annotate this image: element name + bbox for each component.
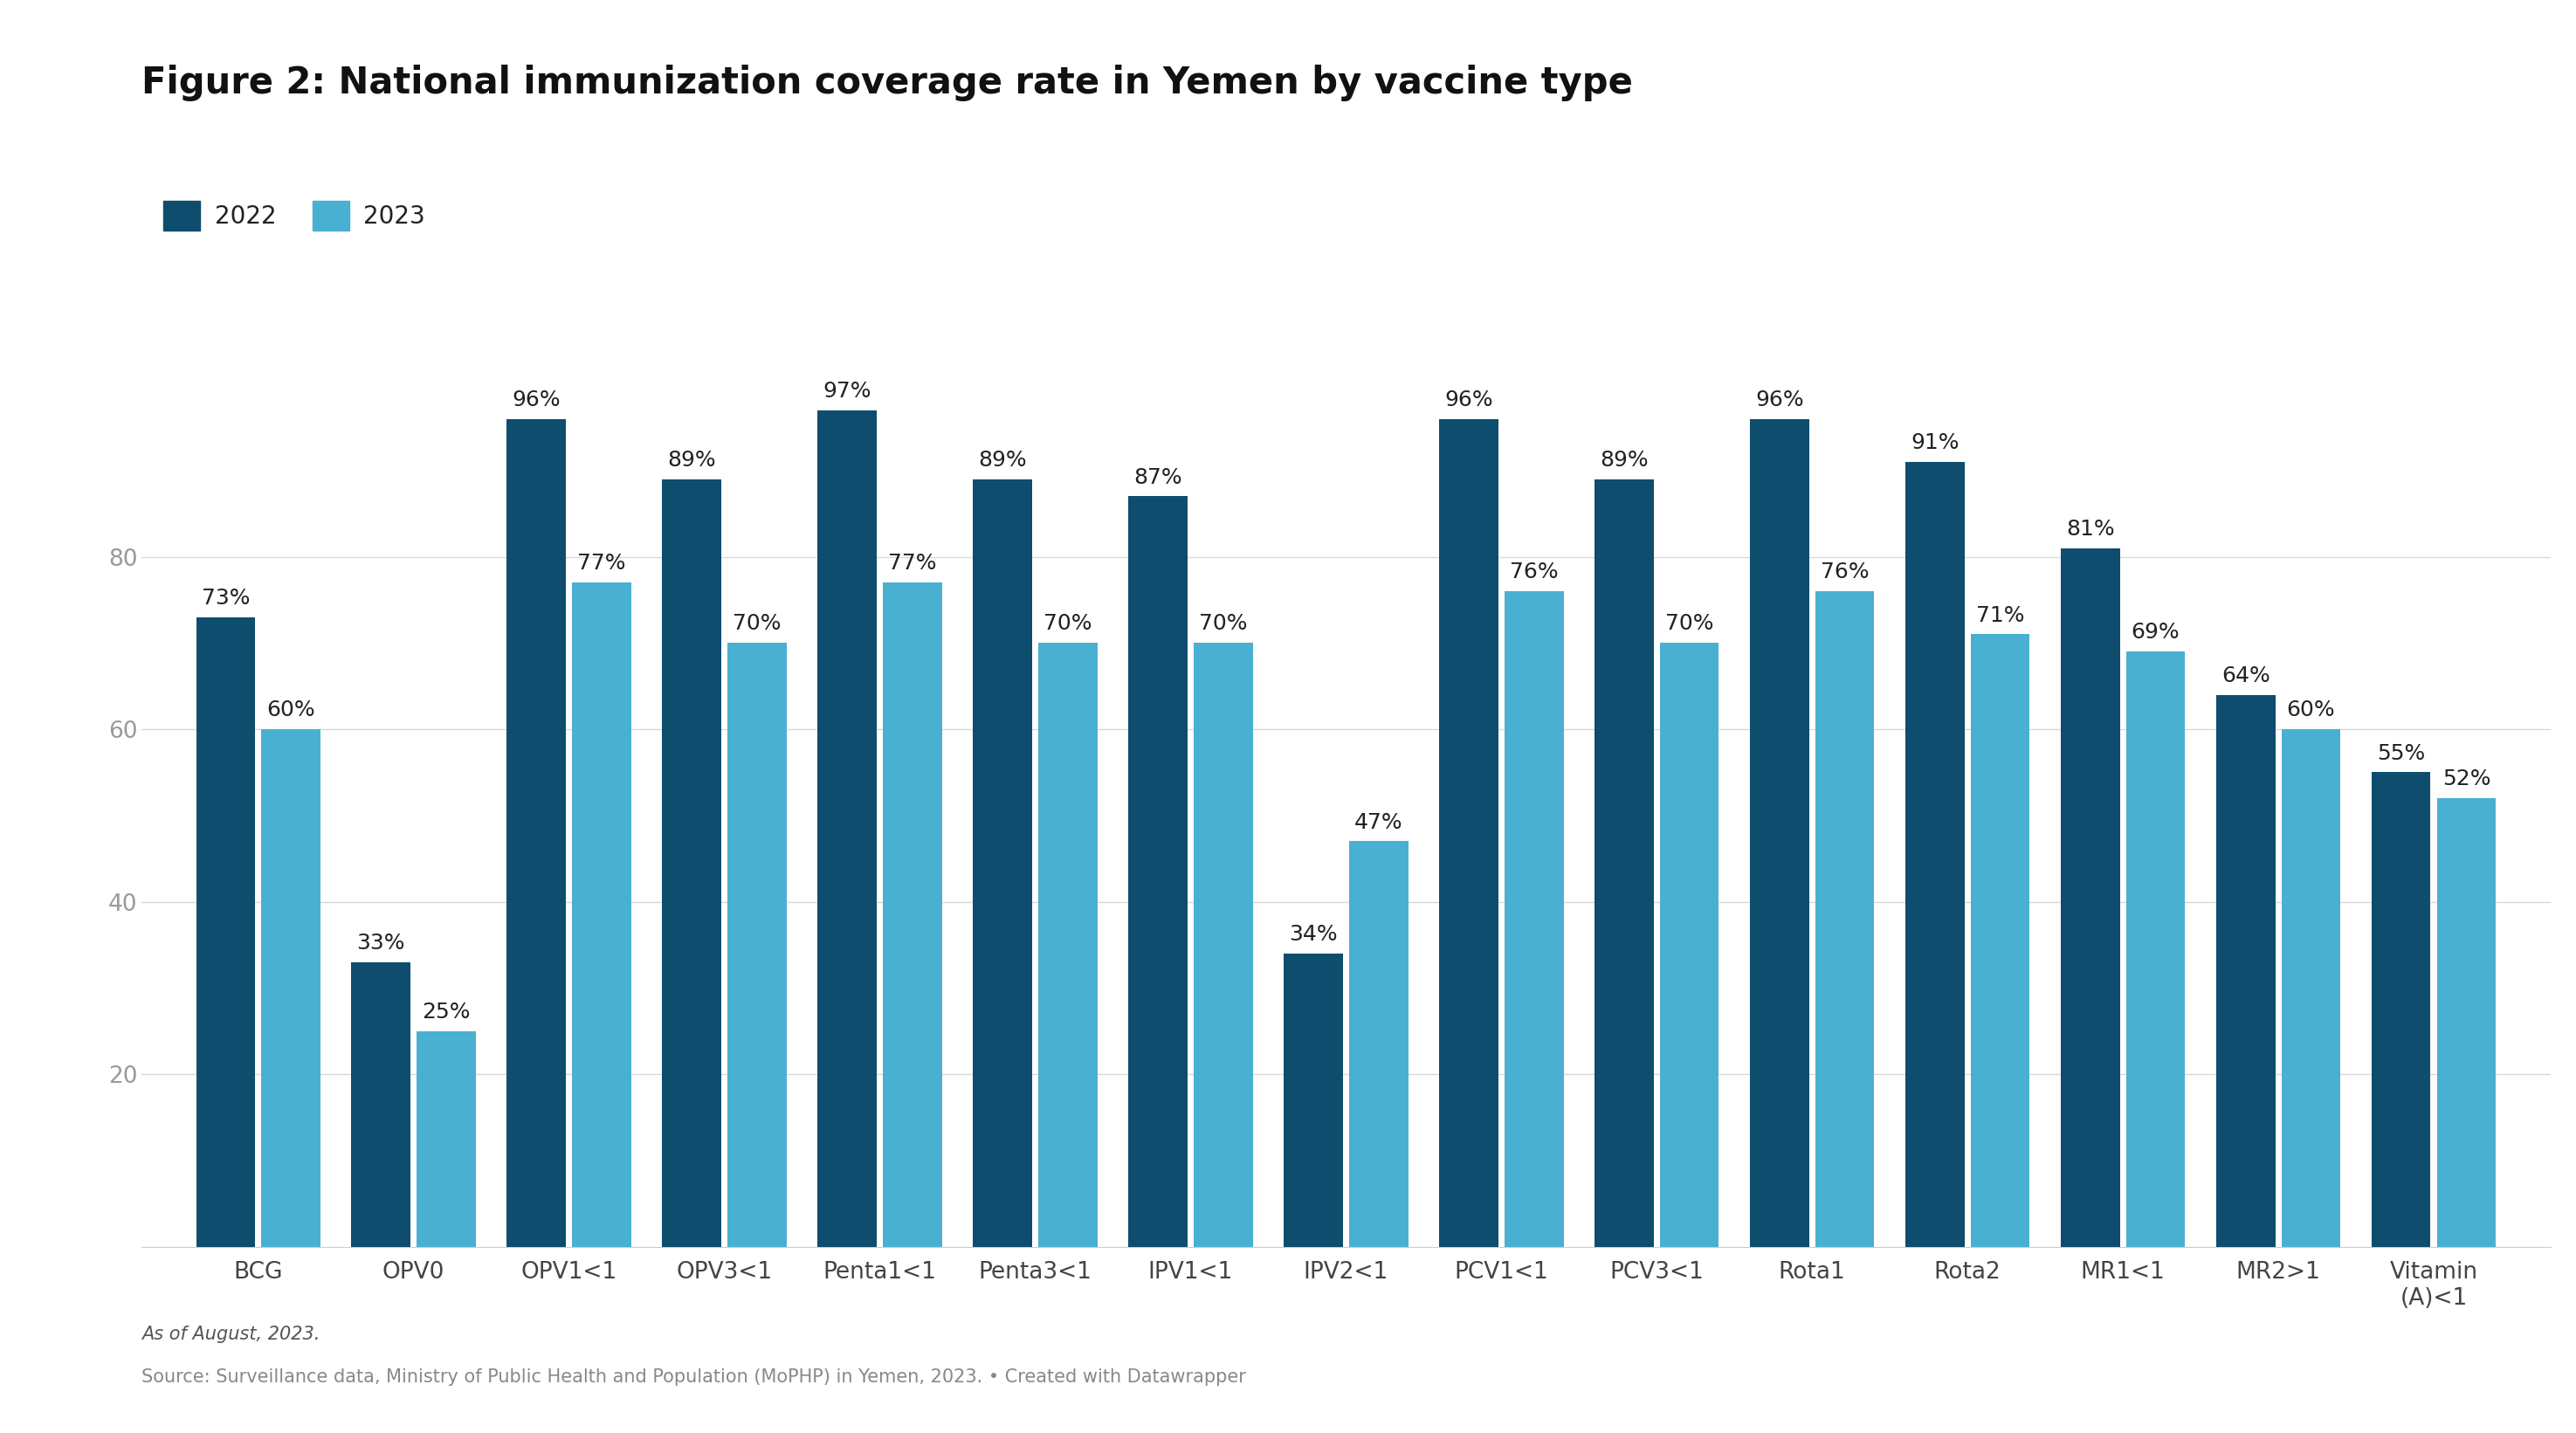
Text: 47%: 47% bbox=[1355, 811, 1404, 833]
Text: 96%: 96% bbox=[1445, 390, 1494, 410]
Bar bbox=[417, 1032, 477, 1247]
Bar bbox=[572, 583, 631, 1247]
Text: 70%: 70% bbox=[1198, 613, 1247, 635]
Bar bbox=[1749, 418, 1808, 1247]
Text: 77%: 77% bbox=[577, 553, 626, 575]
Bar bbox=[2125, 652, 2184, 1247]
Bar bbox=[1659, 643, 1718, 1247]
Bar bbox=[974, 479, 1033, 1247]
Bar bbox=[1971, 635, 2030, 1247]
Bar bbox=[260, 729, 319, 1247]
Text: 91%: 91% bbox=[1911, 433, 1960, 453]
Text: 55%: 55% bbox=[2378, 742, 2424, 764]
Legend: 2022, 2023: 2022, 2023 bbox=[155, 191, 435, 241]
Text: 89%: 89% bbox=[1600, 450, 1649, 470]
Text: 81%: 81% bbox=[2066, 519, 2115, 539]
Bar bbox=[196, 618, 255, 1247]
Text: 60%: 60% bbox=[265, 699, 314, 721]
Text: 70%: 70% bbox=[732, 613, 781, 635]
Bar bbox=[2437, 798, 2496, 1247]
Bar bbox=[1440, 418, 1499, 1247]
Text: 76%: 76% bbox=[1510, 562, 1558, 583]
Bar bbox=[726, 643, 786, 1247]
Text: 25%: 25% bbox=[422, 1002, 471, 1023]
Bar bbox=[350, 962, 410, 1247]
Text: 71%: 71% bbox=[1976, 605, 2025, 626]
Bar bbox=[1350, 841, 1409, 1247]
Bar bbox=[1128, 496, 1188, 1247]
Bar bbox=[1038, 643, 1097, 1247]
Bar bbox=[507, 418, 567, 1247]
Bar bbox=[2061, 547, 2120, 1247]
Bar bbox=[1504, 592, 1564, 1247]
Text: 89%: 89% bbox=[667, 450, 716, 470]
Text: 96%: 96% bbox=[1754, 390, 1803, 410]
Bar bbox=[1816, 592, 1875, 1247]
Text: 60%: 60% bbox=[2287, 699, 2336, 721]
Text: 52%: 52% bbox=[2442, 768, 2491, 790]
Bar bbox=[2215, 695, 2275, 1247]
Text: 70%: 70% bbox=[1664, 613, 1713, 635]
Text: 73%: 73% bbox=[201, 588, 250, 609]
Text: 87%: 87% bbox=[1133, 467, 1182, 487]
Text: As of August, 2023.: As of August, 2023. bbox=[142, 1326, 319, 1343]
Text: 34%: 34% bbox=[1288, 924, 1337, 944]
Bar bbox=[1595, 479, 1654, 1247]
Bar bbox=[2372, 772, 2432, 1247]
Text: 64%: 64% bbox=[2221, 665, 2269, 686]
Bar bbox=[662, 479, 721, 1247]
Text: 77%: 77% bbox=[889, 553, 938, 575]
Bar bbox=[1906, 461, 1965, 1247]
Text: 89%: 89% bbox=[979, 450, 1028, 470]
Text: 33%: 33% bbox=[355, 933, 404, 953]
Text: Figure 2: National immunization coverage rate in Yemen by vaccine type: Figure 2: National immunization coverage… bbox=[142, 64, 1633, 102]
Text: 76%: 76% bbox=[1821, 562, 1870, 583]
Bar bbox=[817, 410, 876, 1247]
Text: 96%: 96% bbox=[513, 390, 562, 410]
Bar bbox=[1283, 953, 1342, 1247]
Bar bbox=[2282, 729, 2342, 1247]
Text: 97%: 97% bbox=[822, 381, 871, 401]
Text: 69%: 69% bbox=[2130, 622, 2179, 643]
Text: 70%: 70% bbox=[1043, 613, 1092, 635]
Bar bbox=[884, 583, 943, 1247]
Text: Source: Surveillance data, Ministry of Public Health and Population (MoPHP) in Y: Source: Surveillance data, Ministry of P… bbox=[142, 1369, 1247, 1386]
Bar bbox=[1193, 643, 1252, 1247]
